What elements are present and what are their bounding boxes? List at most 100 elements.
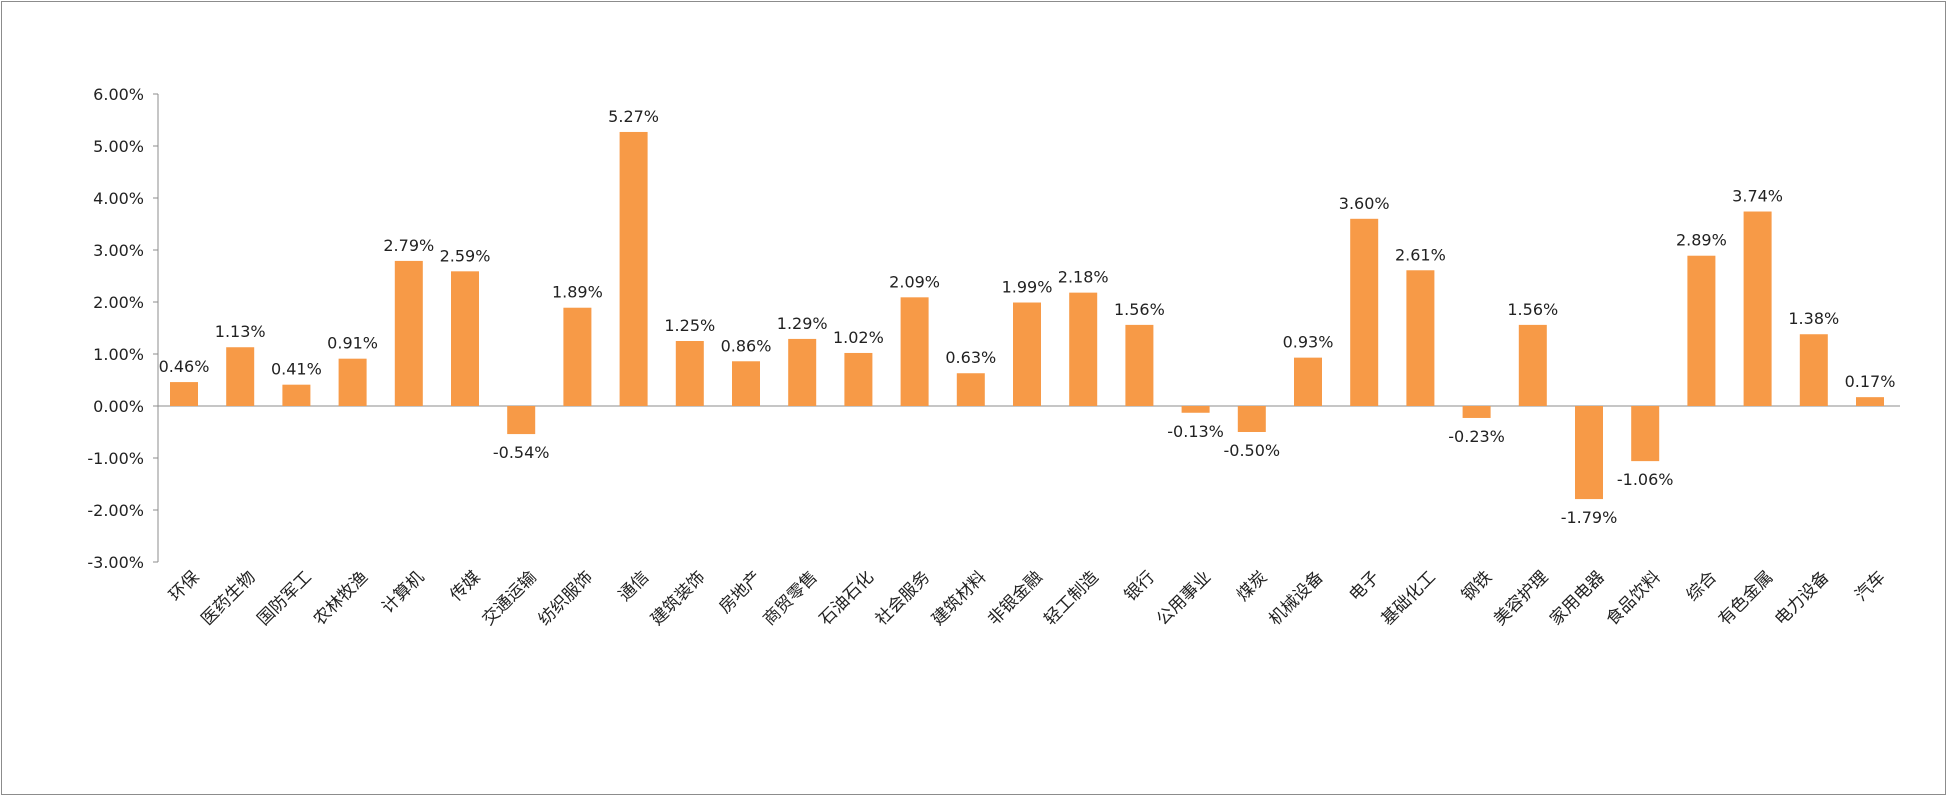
data-label: 2.18% xyxy=(1058,268,1109,287)
bar xyxy=(732,361,760,406)
bar xyxy=(282,384,311,406)
bar xyxy=(1799,334,1828,406)
y-tick-label: 2.00% xyxy=(93,293,144,312)
bars xyxy=(170,131,1884,500)
category-label: 计算机 xyxy=(378,567,428,617)
data-labels: 0.46% 1.13% 0.41% 0.91% 2.79% 2.59% -0.54% 1.89… xyxy=(159,107,1896,527)
bar xyxy=(1575,406,1603,500)
bar xyxy=(900,297,929,406)
data-label: 2.61% xyxy=(1395,245,1446,264)
bar xyxy=(1069,292,1098,406)
bar xyxy=(844,352,873,406)
bar xyxy=(451,271,479,406)
bar xyxy=(1013,302,1041,406)
data-label: 3.74% xyxy=(1732,187,1783,206)
y-tick-label: 4.00% xyxy=(93,189,144,208)
bar xyxy=(563,307,592,406)
bar xyxy=(1687,255,1716,406)
bar xyxy=(1294,357,1322,406)
bar xyxy=(1406,270,1435,406)
data-label: 1.02% xyxy=(833,328,884,347)
category-label: 国防军工 xyxy=(254,567,316,629)
category-label: 交通运输 xyxy=(479,567,541,629)
bar xyxy=(956,373,985,406)
data-label: 2.89% xyxy=(1676,231,1727,250)
category-label: 钢铁 xyxy=(1458,567,1496,605)
data-label: 2.09% xyxy=(889,272,940,291)
category-label: 家用电器 xyxy=(1546,567,1608,629)
y-tick-label: -2.00% xyxy=(87,501,144,520)
data-label: 2.79% xyxy=(383,236,434,255)
bar xyxy=(1743,211,1772,406)
bar xyxy=(1350,218,1379,406)
category-label: 电力设备 xyxy=(1771,567,1833,629)
category-label: 银行 xyxy=(1121,567,1159,605)
category-label: 煤炭 xyxy=(1233,567,1271,605)
data-label: 1.25% xyxy=(664,316,715,335)
data-label: -0.13% xyxy=(1167,422,1224,441)
category-label: 商贸零售 xyxy=(760,567,822,629)
data-label: -0.54% xyxy=(493,443,550,462)
category-label: 建筑装饰 xyxy=(647,567,709,629)
category-label: 公用事业 xyxy=(1153,567,1215,629)
bar xyxy=(1462,406,1491,418)
bar xyxy=(788,338,817,406)
data-label: 1.56% xyxy=(1507,300,1558,319)
y-tick-label: -1.00% xyxy=(87,449,144,468)
category-label: 美容护理 xyxy=(1490,567,1552,629)
bar xyxy=(507,406,536,435)
data-label: 3.60% xyxy=(1339,194,1390,213)
data-label: -0.23% xyxy=(1448,427,1505,446)
bar xyxy=(675,341,704,406)
data-label: 0.91% xyxy=(327,334,378,353)
data-label: 1.56% xyxy=(1114,300,1165,319)
category-label: 非银金融 xyxy=(984,567,1046,629)
y-tick-label: 5.00% xyxy=(93,137,144,156)
data-label: 5.27% xyxy=(608,107,659,126)
category-label: 汽车 xyxy=(1851,567,1889,605)
data-label: 1.99% xyxy=(1002,278,1053,297)
bar xyxy=(226,347,255,406)
bar xyxy=(1125,324,1154,406)
bar xyxy=(1237,406,1266,432)
data-label: 0.46% xyxy=(159,357,210,376)
y-axis: 6.00% 5.00% 4.00% 3.00% 2.00% 1.00% 0.00% -1.00… xyxy=(87,85,1900,572)
bar xyxy=(1856,397,1884,406)
bar xyxy=(394,260,423,406)
category-label: 机械设备 xyxy=(1265,567,1327,629)
category-label: 农林牧渔 xyxy=(310,567,372,629)
category-label: 食品饮料 xyxy=(1603,567,1665,629)
category-label: 有色金属 xyxy=(1715,567,1777,629)
bar xyxy=(619,131,648,406)
bar xyxy=(338,358,367,406)
data-label: 0.86% xyxy=(721,336,772,355)
bar xyxy=(1181,406,1210,413)
category-label: 通信 xyxy=(615,567,653,605)
category-label: 环保 xyxy=(165,567,203,605)
data-label: 1.13% xyxy=(215,322,266,341)
category-label: 电子 xyxy=(1346,567,1384,605)
data-label: 0.63% xyxy=(945,348,996,367)
category-label: 基础化工 xyxy=(1378,567,1440,629)
bar xyxy=(1518,324,1547,406)
data-label: -1.06% xyxy=(1617,470,1674,489)
bar xyxy=(1631,406,1660,462)
category-label: 综合 xyxy=(1683,567,1721,605)
category-label: 传媒 xyxy=(446,567,484,605)
category-label: 石油石化 xyxy=(816,567,878,629)
y-tick-label: 0.00% xyxy=(93,397,144,416)
y-tick-label: 6.00% xyxy=(93,85,144,104)
data-label: 0.93% xyxy=(1283,333,1334,352)
category-label: 房地产 xyxy=(715,567,765,617)
data-label: 0.17% xyxy=(1845,372,1896,391)
bar xyxy=(170,382,198,406)
category-label: 纺织服饰 xyxy=(535,567,597,629)
category-label: 轻工制造 xyxy=(1041,567,1103,629)
data-label: -1.79% xyxy=(1561,508,1618,527)
data-label: 0.41% xyxy=(271,360,322,379)
category-label: 建筑材料 xyxy=(928,567,990,629)
data-label: 2.59% xyxy=(440,246,491,265)
y-tick-label: 3.00% xyxy=(93,241,144,260)
